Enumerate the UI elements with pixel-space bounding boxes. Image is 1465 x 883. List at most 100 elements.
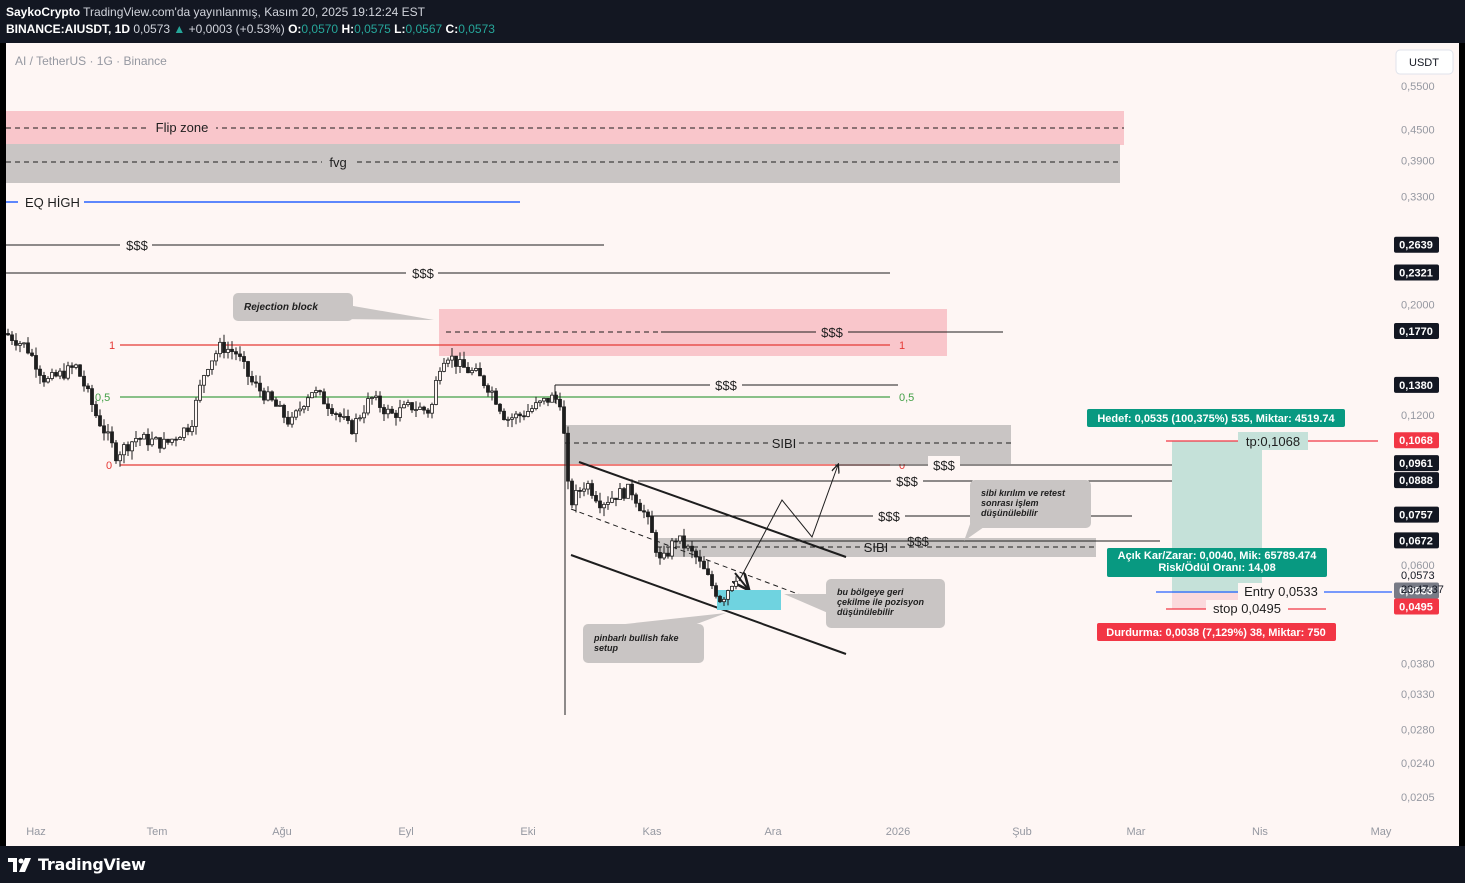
candle-body bbox=[58, 370, 62, 377]
candle-body bbox=[450, 355, 454, 361]
candle-body bbox=[342, 416, 346, 418]
candle-body bbox=[6, 333, 10, 336]
price-label: 0,1770 bbox=[1399, 326, 1433, 338]
candle-body bbox=[534, 402, 538, 410]
fibonacci-retracement[interactable]: 1 1 0,5 0,5 0 0 bbox=[95, 340, 914, 472]
tp-label: tp:0,1068 bbox=[1246, 434, 1300, 449]
price-axis[interactable]: 0,5500 0,4500 0,3900 0,3300 0,2000 0,1200 0,06… bbox=[1401, 81, 1435, 804]
callout-rejection-block[interactable]: Rejection block bbox=[233, 293, 434, 321]
candle-body bbox=[614, 497, 618, 500]
candle-body bbox=[286, 416, 290, 425]
flip-zone[interactable]: Flip zone bbox=[6, 111, 1124, 145]
callout-pinbar[interactable]: pinbarlı bullish fake setup bbox=[583, 613, 726, 663]
liquidity-label: $$$ bbox=[412, 266, 434, 281]
liquidity-line[interactable]: $$$ bbox=[6, 236, 604, 254]
candle-body bbox=[554, 394, 558, 400]
candle-body bbox=[542, 397, 546, 402]
open-value: 0,0570 bbox=[301, 22, 339, 36]
candle-body bbox=[458, 359, 462, 367]
fib-level-1-label-right: 1 bbox=[899, 340, 905, 352]
entry-zone-box[interactable] bbox=[717, 590, 781, 610]
candle-body bbox=[22, 342, 26, 345]
liquidity-line[interactable]: $$$ bbox=[638, 472, 1180, 490]
candle-body bbox=[366, 398, 370, 414]
candle-body bbox=[82, 375, 86, 387]
callout-text: sibi kırılım ve retest sonrası işlem düş… bbox=[981, 488, 1068, 518]
candle-body bbox=[606, 501, 610, 505]
candle-body bbox=[98, 415, 102, 427]
tradingview-brand[interactable]: TradingView bbox=[8, 855, 146, 874]
candle-body bbox=[670, 540, 674, 557]
candle-body bbox=[102, 425, 106, 434]
candle-body bbox=[182, 427, 186, 438]
candle-body bbox=[594, 495, 598, 502]
candle-body bbox=[378, 395, 382, 408]
time-tick-label: Tem bbox=[147, 826, 168, 838]
candle-body bbox=[630, 483, 634, 496]
long-position-tool[interactable]: tp:0,1068 Entry 0,0533 stop 0,0495 Hedef… bbox=[1087, 409, 1392, 641]
price-tick-label: 0,5500 bbox=[1401, 81, 1435, 93]
candle-body bbox=[302, 406, 306, 410]
time-tick-label: Ağu bbox=[272, 826, 292, 838]
projected-path[interactable] bbox=[735, 465, 838, 589]
callout-pullback-zone[interactable]: bu bölgeye geri çekilme ile pozisyon düş… bbox=[784, 579, 945, 628]
candle-body bbox=[570, 480, 574, 506]
candle-body bbox=[94, 404, 98, 417]
candle-body bbox=[234, 351, 238, 355]
candle-body bbox=[246, 361, 250, 377]
price-tick-label: 0,0380 bbox=[1401, 659, 1435, 671]
sibi-zone-lower[interactable]: SIBI $$$ bbox=[657, 534, 1160, 557]
liquidity-line[interactable]: $$$ bbox=[6, 264, 890, 282]
currency-button[interactable] bbox=[1395, 49, 1454, 75]
candle-body bbox=[350, 420, 354, 435]
candle-body bbox=[714, 585, 718, 597]
candle-body bbox=[278, 404, 282, 407]
price-label-bg bbox=[1394, 432, 1439, 449]
rejection-block-zone[interactable]: $$$ bbox=[439, 309, 1003, 356]
last-price-label: 0,0573 bbox=[1401, 570, 1435, 582]
candle-body bbox=[582, 488, 586, 492]
candle-body bbox=[158, 437, 162, 449]
candle-body bbox=[442, 362, 446, 372]
callout-sibi-retest[interactable]: sibi kırılım ve retest sonrası işlem düş… bbox=[964, 480, 1091, 541]
flip-zone-label: Flip zone bbox=[156, 120, 209, 135]
candle-body bbox=[46, 378, 50, 383]
candle-body bbox=[666, 552, 670, 557]
fvg-zone[interactable]: fvg bbox=[6, 144, 1120, 183]
chart-area[interactable]: AI / TetherUS · 1G · Binance USDT Flip z… bbox=[6, 43, 1459, 846]
liquidity-line[interactable]: $$$ bbox=[835, 456, 1216, 474]
author-name[interactable]: SaykoCrypto bbox=[6, 5, 81, 19]
candle-body bbox=[54, 372, 58, 377]
candle-body bbox=[658, 552, 662, 559]
candle-body bbox=[678, 535, 682, 542]
candle-body bbox=[538, 400, 542, 404]
chart-svg[interactable]: AI / TetherUS · 1G · Binance USDT Flip z… bbox=[6, 43, 1459, 846]
high-label: H: bbox=[341, 22, 355, 36]
price-label: 0,0961 bbox=[1399, 458, 1433, 470]
candle-body bbox=[222, 341, 226, 353]
candle-body bbox=[190, 425, 194, 433]
candle-body bbox=[294, 410, 298, 418]
liquidity-line[interactable]: $$$ bbox=[554, 376, 898, 403]
candle-body bbox=[586, 483, 590, 490]
candle-body bbox=[242, 356, 246, 362]
candle-body bbox=[314, 390, 318, 394]
candle-body bbox=[18, 343, 22, 346]
candle-body bbox=[38, 368, 42, 376]
candle-body bbox=[194, 399, 198, 427]
candle-body bbox=[602, 503, 606, 509]
time-axis[interactable]: Haz Tem Ağu Eyl Eki Kas Ara 2026 Şub Mar Nis May bbox=[26, 826, 1392, 838]
eq-high-label: EQ HİGH bbox=[25, 195, 80, 210]
candle-body bbox=[662, 552, 666, 559]
candle-body bbox=[346, 416, 350, 421]
chart-header: SaykoCrypto TradingView.com'da yayınlanm… bbox=[0, 0, 1465, 43]
candle-body bbox=[230, 348, 234, 353]
price-label-bg bbox=[1394, 582, 1439, 599]
eq-high-level[interactable]: EQ HİGH bbox=[6, 193, 520, 211]
candle-body bbox=[214, 353, 218, 362]
candle-body bbox=[642, 510, 646, 513]
candle-body bbox=[418, 406, 422, 410]
candles-series[interactable] bbox=[6, 328, 738, 606]
brand-name: TradingView bbox=[38, 855, 146, 874]
candle-body bbox=[62, 370, 66, 379]
